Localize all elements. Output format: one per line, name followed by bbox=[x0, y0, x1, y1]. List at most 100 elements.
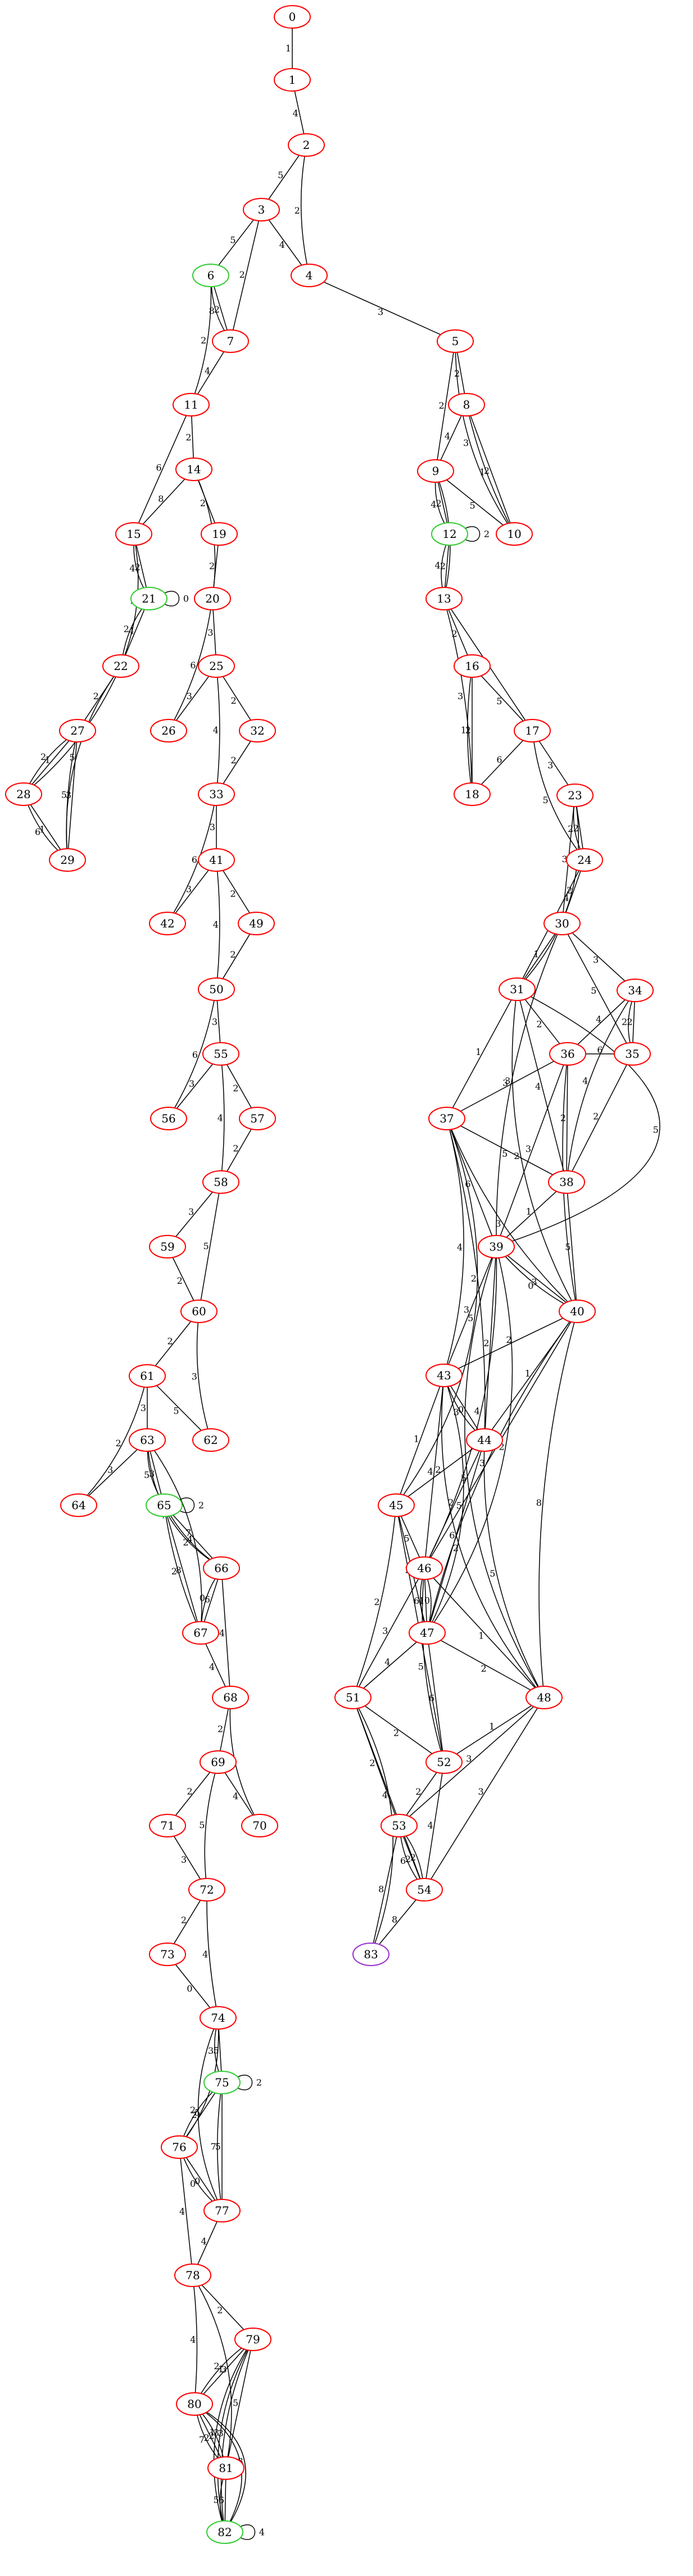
node-73: 73 bbox=[149, 1943, 186, 1966]
edge-53-54 bbox=[405, 1835, 423, 1879]
edge-63-67 bbox=[153, 1450, 202, 1622]
node-label: 25 bbox=[209, 659, 223, 673]
edge-31-40 bbox=[511, 1000, 572, 1301]
node-ellipse bbox=[149, 1814, 186, 1837]
edge-50-56 bbox=[174, 1000, 215, 1108]
edge-11-14 bbox=[191, 415, 194, 459]
edge-label-37-39: 6 bbox=[465, 1179, 470, 1189]
node-41: 41 bbox=[198, 848, 235, 872]
edge-6-7 bbox=[211, 286, 225, 331]
edge-80-81 bbox=[199, 2414, 221, 2458]
node-ellipse bbox=[207, 2456, 244, 2480]
edge-2-4 bbox=[300, 156, 307, 265]
edge-label-37-40: 3 bbox=[495, 1219, 501, 1229]
edge-36-38 bbox=[566, 1065, 568, 1171]
edge-label-60-61: 2 bbox=[167, 1336, 173, 1347]
edge-label-16-17: 5 bbox=[496, 696, 502, 707]
edge-65-67 bbox=[165, 1516, 197, 1622]
edge-label-6-7: 2 bbox=[214, 304, 220, 315]
edge-label-57-58: 2 bbox=[233, 1143, 238, 1154]
node-ellipse bbox=[200, 1750, 237, 1774]
edge-label-13-18: 3 bbox=[458, 691, 463, 701]
edge-5-9 bbox=[437, 352, 454, 460]
node-ellipse bbox=[548, 1170, 585, 1194]
edge-label-52-54: 4 bbox=[427, 1820, 433, 1831]
edge-label-17-23: 3 bbox=[547, 760, 553, 771]
edge-69-71 bbox=[175, 1772, 211, 1816]
node-ellipse bbox=[454, 782, 491, 806]
node-ellipse bbox=[203, 2199, 241, 2222]
edge-39-48 bbox=[464, 1257, 538, 1687]
node-ellipse bbox=[5, 782, 42, 806]
node-label: 46 bbox=[417, 1561, 431, 1575]
edge-label-73-74: 0 bbox=[187, 1983, 192, 1994]
node-27: 27 bbox=[59, 719, 96, 743]
edge-53-54 bbox=[400, 1836, 418, 1880]
edge-52-54 bbox=[425, 1773, 443, 1879]
edge-label-40-43: 2 bbox=[506, 1334, 511, 1345]
edge-label-72-73: 2 bbox=[181, 1914, 187, 1925]
edge-80-82 bbox=[206, 2411, 246, 2522]
edge-label-12-12: 2 bbox=[484, 529, 490, 540]
edge-label-43-45: 1 bbox=[414, 1434, 419, 1445]
edge-30-31 bbox=[523, 933, 556, 980]
node-ellipse bbox=[115, 522, 152, 546]
edge-label-6-7: 8 bbox=[209, 305, 215, 316]
edge-16-17 bbox=[481, 675, 524, 722]
edge-label-23-30: 3 bbox=[561, 854, 567, 864]
node-18: 18 bbox=[454, 782, 491, 806]
edge-label-14-15: 8 bbox=[158, 494, 164, 504]
node-31: 31 bbox=[499, 977, 536, 1001]
edge-label-20-26: 6 bbox=[190, 660, 196, 671]
node-label: 58 bbox=[214, 1175, 228, 1189]
edge-label-37-44: 2 bbox=[471, 1273, 477, 1284]
edge-21-22 bbox=[125, 609, 145, 655]
node-label: 55 bbox=[214, 1047, 228, 1061]
node-ellipse bbox=[454, 654, 491, 678]
edge-25-33 bbox=[217, 677, 220, 784]
node-ellipse bbox=[352, 1943, 389, 1966]
node-61: 61 bbox=[129, 1364, 166, 1388]
node-label: 0 bbox=[289, 10, 296, 24]
edge-label-55-57: 2 bbox=[233, 1083, 238, 1093]
node-72: 72 bbox=[188, 1878, 225, 1902]
edge-label-12-13: 2 bbox=[440, 560, 446, 571]
edge-label-46-48: 1 bbox=[478, 1630, 484, 1641]
node-26: 26 bbox=[150, 719, 187, 743]
edge-label-79-82: 3 bbox=[218, 2428, 224, 2439]
node-ellipse bbox=[241, 1814, 278, 1837]
node-ellipse bbox=[291, 264, 328, 287]
edge-label-55-56: 3 bbox=[189, 1079, 194, 1089]
edge-label-78-81: 3 bbox=[221, 2364, 227, 2375]
node-label: 76 bbox=[172, 2140, 186, 2154]
node-53: 53 bbox=[381, 1814, 418, 1837]
node-ellipse bbox=[499, 977, 536, 1001]
node-ellipse bbox=[194, 587, 231, 610]
edge-27-29 bbox=[67, 741, 78, 849]
edge-label-65-67: 2 bbox=[171, 1566, 177, 1577]
node-ellipse bbox=[212, 1686, 249, 1709]
edge-label-59-60: 2 bbox=[177, 1275, 183, 1286]
edge-label-39-46: 4 bbox=[474, 1406, 480, 1416]
edge-79-82 bbox=[220, 2350, 249, 2521]
edge-label-79-80: 1 bbox=[218, 2364, 224, 2374]
edge-label-27-28: 2 bbox=[40, 751, 46, 762]
node-label: 28 bbox=[16, 787, 30, 801]
edge-label-16-18: 1 bbox=[461, 725, 466, 736]
node-54: 54 bbox=[406, 1878, 443, 1902]
edge-label-47-48: 2 bbox=[481, 1663, 487, 1674]
edge-label-65-66: 4 bbox=[187, 1534, 193, 1545]
edge-15-21 bbox=[133, 545, 144, 588]
edge-label-5-10: 3 bbox=[463, 438, 469, 449]
node-25: 25 bbox=[198, 654, 235, 678]
edge-label-53-54: 2 bbox=[410, 1852, 416, 1863]
node-ellipse bbox=[406, 1556, 443, 1580]
node-14: 14 bbox=[175, 458, 212, 481]
edge-label-34-36: 4 bbox=[596, 1014, 601, 1025]
edge-9-10 bbox=[446, 479, 504, 526]
edge-label-63-65: 3 bbox=[149, 1468, 155, 1479]
node-label: 70 bbox=[252, 1819, 266, 1832]
edge-label-50-56: 6 bbox=[192, 1049, 198, 1060]
node-ellipse bbox=[212, 329, 249, 353]
edge-label-82-82: 4 bbox=[259, 2527, 265, 2538]
